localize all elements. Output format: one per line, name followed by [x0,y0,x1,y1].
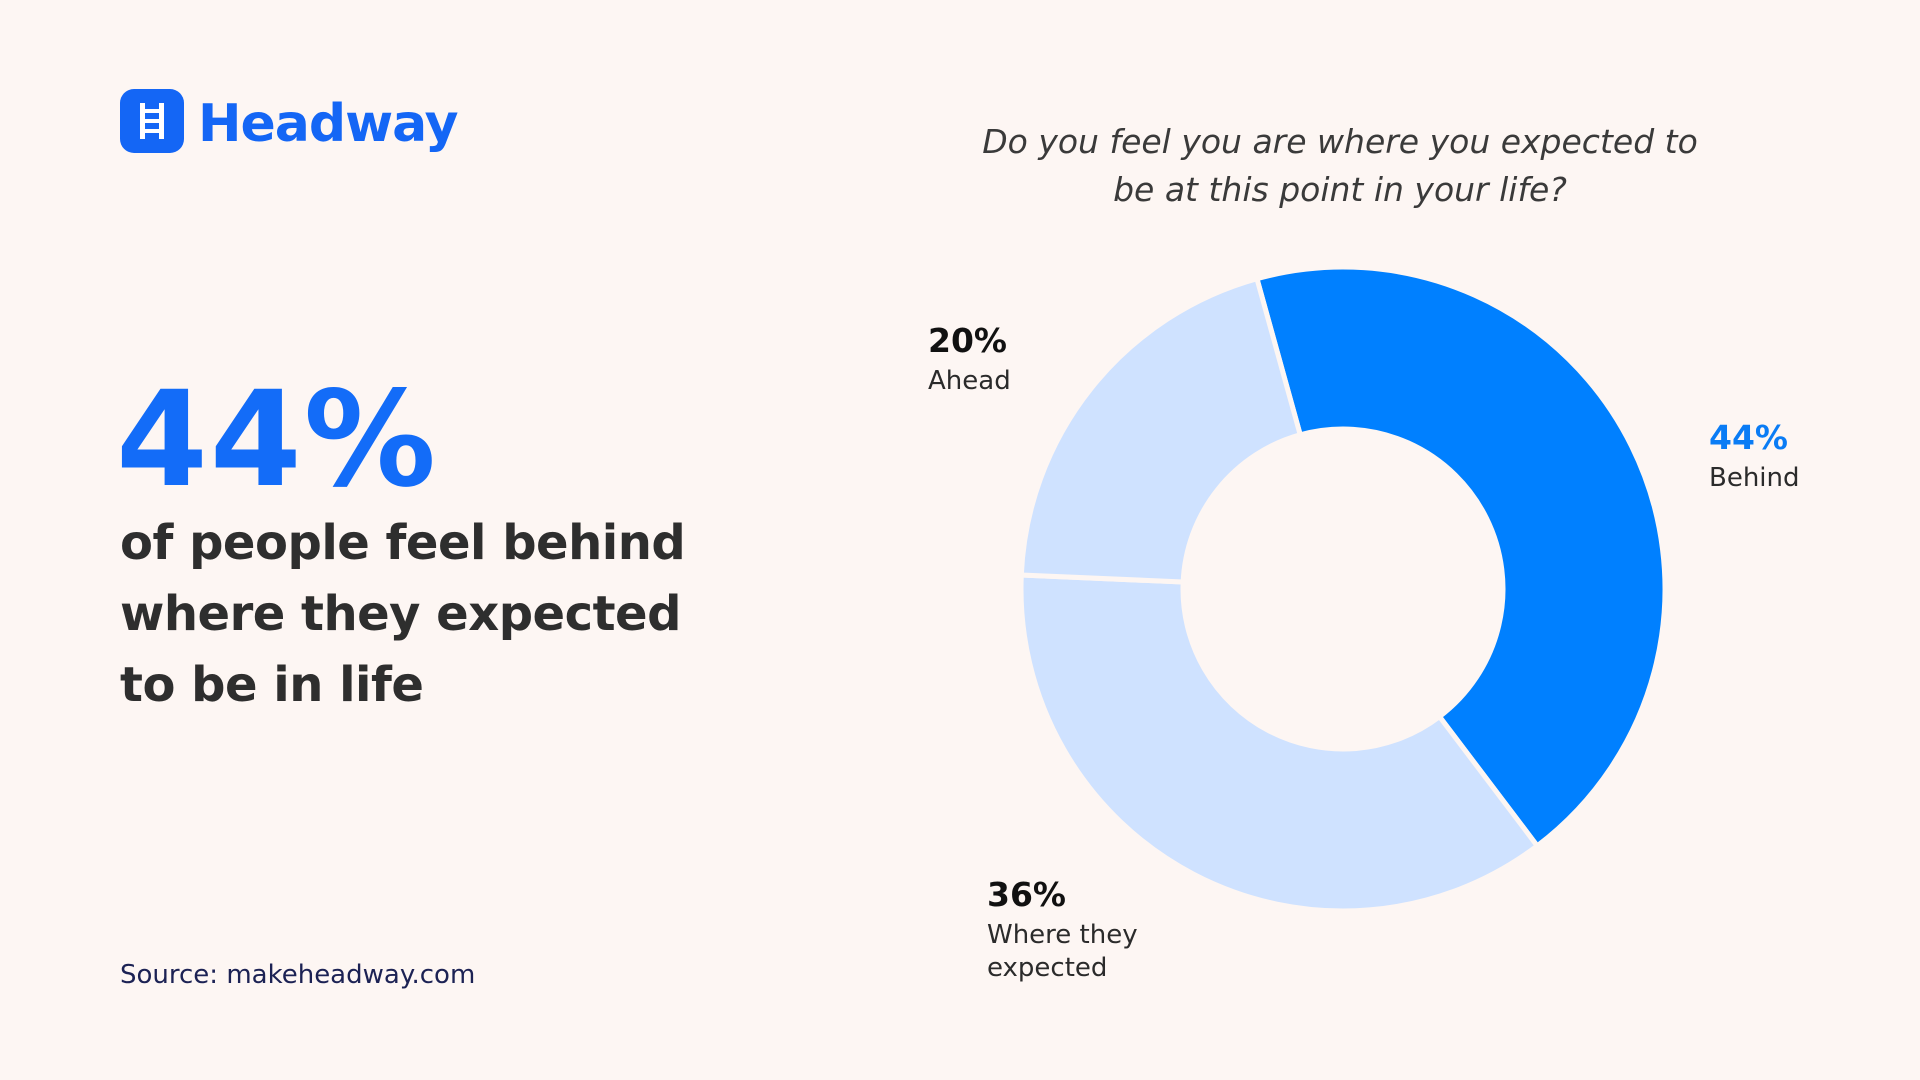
headline-line: to be in life [120,657,424,713]
segment-category-label: Ahead [928,366,1011,396]
donut-segment [1018,572,1540,914]
headline-stat: 44% [116,363,438,517]
brand-name: Headway [198,94,459,154]
donut-segment [1018,276,1303,585]
segment-value-label: 20% [928,321,1007,360]
headline-line: where they expected [120,586,681,642]
donut-segment [1254,264,1668,849]
segment-category-label: Behind [1709,463,1800,493]
brand-logo [120,89,184,153]
segment-value-label: 36% [987,875,1066,914]
headline-line: of people feel behind [120,515,686,571]
segment-value-label: 44% [1709,418,1788,457]
chart-title: Do you feel you are where you expected t… [982,122,1698,209]
source: Source: makeheadway.com [120,960,476,990]
segment-category-label: Where they expected [987,920,1138,983]
headline-text: of people feel behind where they expecte… [120,508,686,721]
